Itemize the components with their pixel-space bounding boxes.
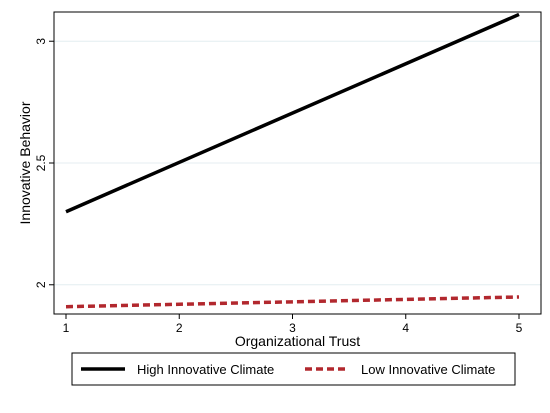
x-tick-label: 2	[176, 321, 183, 335]
legend-label: High Innovative Climate	[137, 362, 274, 377]
y-tick-label: 2.5	[34, 154, 48, 171]
series-line-low-innovative-climate	[65, 295, 520, 309]
series-lines	[65, 12, 520, 309]
legend-label: Low Innovative Climate	[361, 362, 495, 377]
series-line-high-innovative-climate	[65, 12, 520, 214]
x-tick-label: 3	[289, 321, 296, 335]
x-tick-label: 4	[402, 321, 409, 335]
axes: 2 2.5 3 1 2 3 4 5	[34, 38, 523, 335]
x-tick-label: 1	[63, 321, 70, 335]
x-axis-title: Organizational Trust	[235, 333, 360, 349]
legend-box	[71, 352, 516, 386]
y-tick-label: 3	[34, 38, 48, 45]
x-tick-label: 5	[516, 321, 523, 335]
y-tick-label: 2	[34, 281, 48, 288]
legend-items: High Innovative Climate Low Innovative Cl…	[81, 362, 495, 377]
y-axis-title: Innovative Behavior	[17, 101, 33, 224]
legend: High Innovative Climate Low Innovative Cl…	[71, 352, 516, 386]
